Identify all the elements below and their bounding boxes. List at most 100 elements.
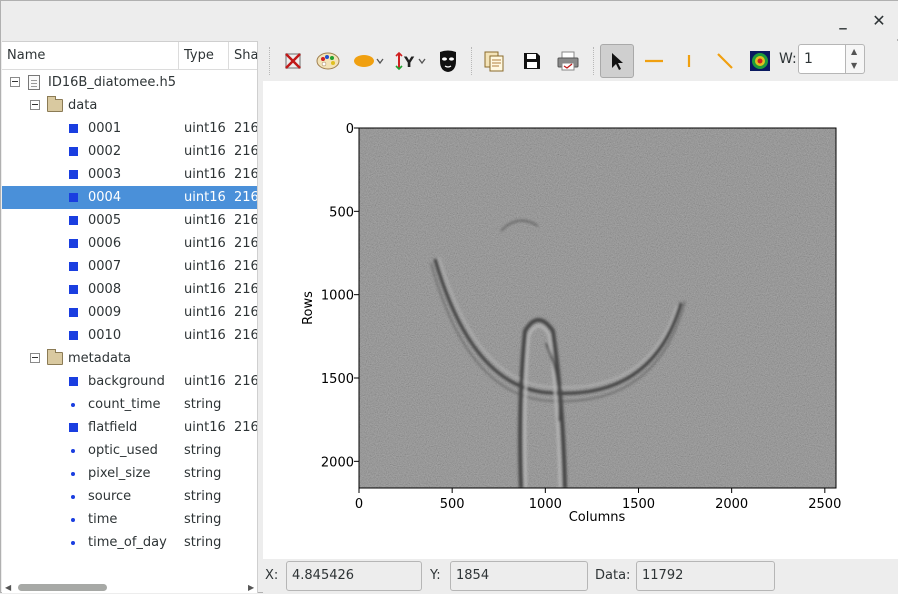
tree-group-metadata[interactable]: metadata [2, 347, 257, 370]
close-button[interactable]: ✕ [872, 11, 886, 30]
line-width-stepper[interactable]: ▲ ▼ [846, 44, 865, 74]
spin-down-icon[interactable]: ▼ [851, 61, 858, 70]
width-label: W: [779, 51, 797, 67]
palette-icon [316, 52, 340, 70]
tree-item-0008[interactable]: 0008 uint16 216 [2, 278, 258, 301]
tree-group-data[interactable]: data [2, 94, 257, 117]
tree-item-type: string [184, 512, 222, 527]
scroll-right-icon[interactable]: ▶ [248, 583, 255, 592]
palette-button[interactable] [313, 46, 343, 76]
collapse-icon[interactable] [30, 353, 40, 363]
tree-item-shape: 216 [234, 328, 258, 343]
toolbar-separator [269, 47, 271, 75]
image-plot[interactable]: 0 500 1000 1500 2000 0 500 1000 1500 2000 2500 Co… [263, 81, 898, 559]
dataset-icon [69, 308, 78, 317]
horizontal-scrollbar[interactable]: ◀ ▶ [2, 581, 257, 593]
save-icon [524, 53, 540, 69]
tree-item-0003[interactable]: 0003 uint16 216 [2, 163, 257, 186]
tree-item-background[interactable]: background uint16 216 [2, 370, 258, 393]
color-dropdown-button[interactable] [351, 46, 387, 76]
tree-item-name: background [88, 374, 165, 389]
colormap-icon [750, 51, 770, 71]
title-bar: _ ✕ [1, 1, 898, 39]
svg-text:Y: Y [403, 55, 415, 71]
column-header-name[interactable]: Name [2, 42, 179, 70]
tree-item-count_time[interactable]: count_time string [2, 393, 257, 416]
scroll-left-icon[interactable]: ◀ [5, 583, 12, 592]
tree-item-name: data [68, 98, 98, 113]
tree-item-type: string [184, 535, 222, 550]
tree-item-name: 0006 [88, 236, 122, 251]
spin-up-icon[interactable]: ▲ [851, 47, 858, 56]
vertical-line-button[interactable] [674, 46, 704, 76]
tree-item-0006[interactable]: 0006 uint16 216 [2, 232, 257, 255]
tree-item-flatfield[interactable]: flatfield uint16 216 [2, 416, 257, 439]
collapse-icon[interactable] [10, 77, 20, 87]
tree-item-0005[interactable]: 0005 uint16 216 [2, 209, 258, 232]
x-tick-label: 1500 [622, 497, 655, 512]
x-axis-label: Columns [569, 510, 626, 525]
dataset-icon [69, 285, 78, 294]
select-pointer-icon [612, 53, 623, 70]
string-attribute-icon [71, 449, 75, 453]
tree-item-optic_used[interactable]: optic_used string [2, 439, 257, 462]
tree-item-name: 0009 [88, 305, 122, 320]
tree-item-type: uint16 [184, 236, 226, 251]
y-axis-dropdown-button[interactable]: Y [393, 46, 429, 76]
x-coord-field[interactable]: 4.845426 [286, 561, 422, 591]
copy-button[interactable] [479, 46, 509, 76]
data-value-field[interactable]: 11792 [636, 561, 775, 591]
tree-file-root[interactable]: ID16B_diatomee.h5 [2, 71, 257, 94]
tree-item-name: 0004 [88, 190, 122, 205]
copy-icon [484, 51, 504, 72]
print-button[interactable] [553, 46, 583, 76]
x-tick-label: 2000 [715, 497, 748, 512]
print-icon [557, 51, 579, 71]
tree-item-shape: 216 [234, 374, 258, 389]
line-width-input[interactable] [798, 44, 846, 74]
minimize-button[interactable]: _ [839, 12, 847, 30]
dataset-icon [69, 331, 78, 340]
folder-icon [47, 96, 63, 112]
tree-item-0001[interactable]: 0001 uint16 216 [2, 117, 257, 140]
select-pointer-button[interactable] [600, 44, 634, 78]
tree-item-name: 0007 [88, 259, 122, 274]
tree-item-0010[interactable]: 0010 uint16 216 [2, 324, 258, 347]
tree-item-type: uint16 [184, 374, 226, 389]
column-header-type[interactable]: Type [179, 42, 229, 70]
tree-item-0002[interactable]: 0002 uint16 216 [2, 140, 257, 163]
tree-item-shape: 216 [234, 213, 258, 228]
tree-item-name: 0008 [88, 282, 122, 297]
diagonal-line-button[interactable] [710, 46, 740, 76]
y-tick-label: 500 [329, 205, 354, 220]
tree-item-time[interactable]: time string [2, 508, 257, 531]
tree-item-0007[interactable]: 0007 uint16 216 [2, 255, 257, 278]
tree-item-type: uint16 [184, 328, 226, 343]
y-coord-field[interactable]: 1854 [450, 561, 588, 591]
save-button[interactable] [517, 46, 547, 76]
plot-toolbar: Y [263, 41, 898, 81]
mask-button[interactable] [433, 46, 463, 76]
image-display[interactable] [359, 128, 836, 488]
tree-item-source[interactable]: source string [2, 485, 257, 508]
tree-item-time_of_day[interactable]: time_of_day string [2, 531, 257, 554]
toolbar-separator [471, 47, 473, 75]
tree-item-0009[interactable]: 0009 uint16 216 [2, 301, 257, 324]
tree-item-type: uint16 [184, 259, 226, 274]
tree-item-shape: 216 [234, 282, 258, 297]
dataset-icon [69, 423, 78, 432]
x-axis: 0 500 1000 1500 2000 2500 [355, 488, 841, 512]
collapse-icon[interactable] [30, 100, 40, 110]
tree-item-type: uint16 [184, 213, 226, 228]
tree-item-pixel_size[interactable]: pixel_size string [2, 462, 257, 485]
column-header-shape[interactable]: Sha [234, 48, 258, 63]
y-tick-label: 0 [346, 122, 354, 137]
clear-button[interactable] [278, 46, 308, 76]
colormap-button[interactable] [745, 46, 775, 76]
tree-item-name: count_time [88, 397, 161, 412]
horizontal-line-button[interactable] [639, 46, 669, 76]
scrollbar-thumb[interactable] [18, 584, 107, 591]
tree-item-name: 0003 [88, 167, 122, 182]
y-axis: 0 500 1000 1500 2000 [321, 122, 359, 470]
tree-item-0004[interactable]: 0004 uint16 216 [2, 186, 257, 209]
